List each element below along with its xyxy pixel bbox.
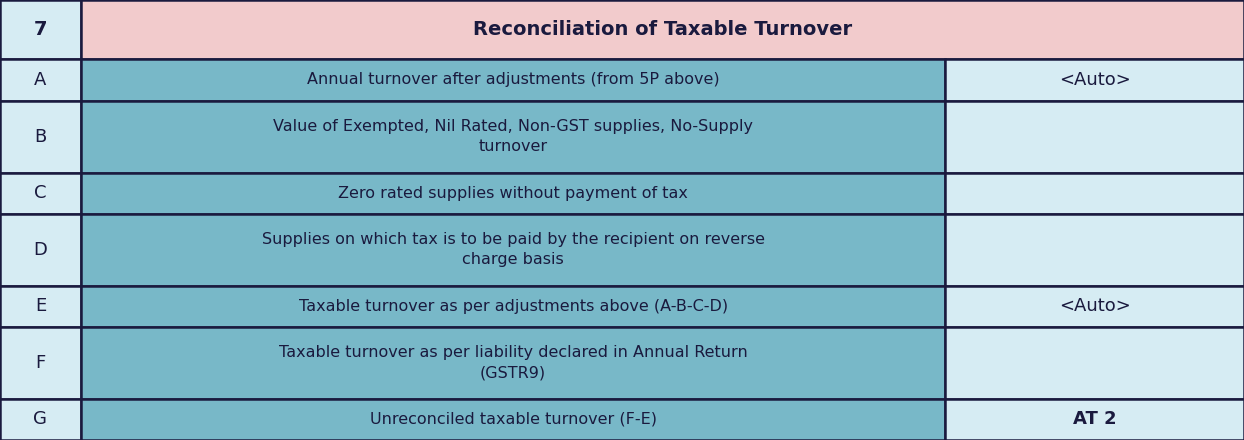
Text: Supplies on which tax is to be paid by the recipient on reverse
charge basis: Supplies on which tax is to be paid by t… [261,232,765,268]
Bar [81,399,945,440]
Text: Taxable turnover as per liability declared in Annual Return
(GSTR9): Taxable turnover as per liability declar… [279,345,748,381]
Bar [0,172,81,214]
Text: E: E [35,297,46,315]
Text: AT 2: AT 2 [1072,411,1117,429]
Bar [945,399,1244,440]
Text: Annual turnover after adjustments (from 5P above): Annual turnover after adjustments (from … [307,73,719,88]
Bar [0,59,81,101]
Bar [0,101,81,172]
Text: F: F [35,354,46,372]
Bar [0,327,81,399]
Bar [945,172,1244,214]
Text: A: A [35,71,46,89]
Text: Taxable turnover as per adjustments above (A-B-C-D): Taxable turnover as per adjustments abov… [299,299,728,314]
Text: Value of Exempted, Nil Rated, Non-GST supplies, No-Supply
turnover: Value of Exempted, Nil Rated, Non-GST su… [274,119,753,154]
Text: Unreconciled taxable turnover (F-E): Unreconciled taxable turnover (F-E) [369,412,657,427]
Bar [81,327,945,399]
Text: Zero rated supplies without payment of tax: Zero rated supplies without payment of t… [338,186,688,201]
Text: <Auto>: <Auto> [1059,297,1131,315]
Text: <Auto>: <Auto> [1059,71,1131,89]
Bar [945,101,1244,172]
Bar [81,214,945,286]
Bar [945,286,1244,327]
Bar [81,286,945,327]
Bar [81,59,945,101]
Bar [0,286,81,327]
Bar [945,214,1244,286]
Text: G: G [34,411,47,429]
Text: Reconciliation of Taxable Turnover: Reconciliation of Taxable Turnover [473,20,852,39]
Text: 7: 7 [34,20,47,39]
Bar [945,59,1244,101]
Text: D: D [34,241,47,259]
Text: C: C [34,184,47,202]
Bar [0,214,81,286]
Bar [81,101,945,172]
Bar [81,172,945,214]
Bar [0,399,81,440]
Bar [0,0,81,59]
Bar [81,0,1244,59]
Text: B: B [35,128,46,146]
Bar [945,327,1244,399]
